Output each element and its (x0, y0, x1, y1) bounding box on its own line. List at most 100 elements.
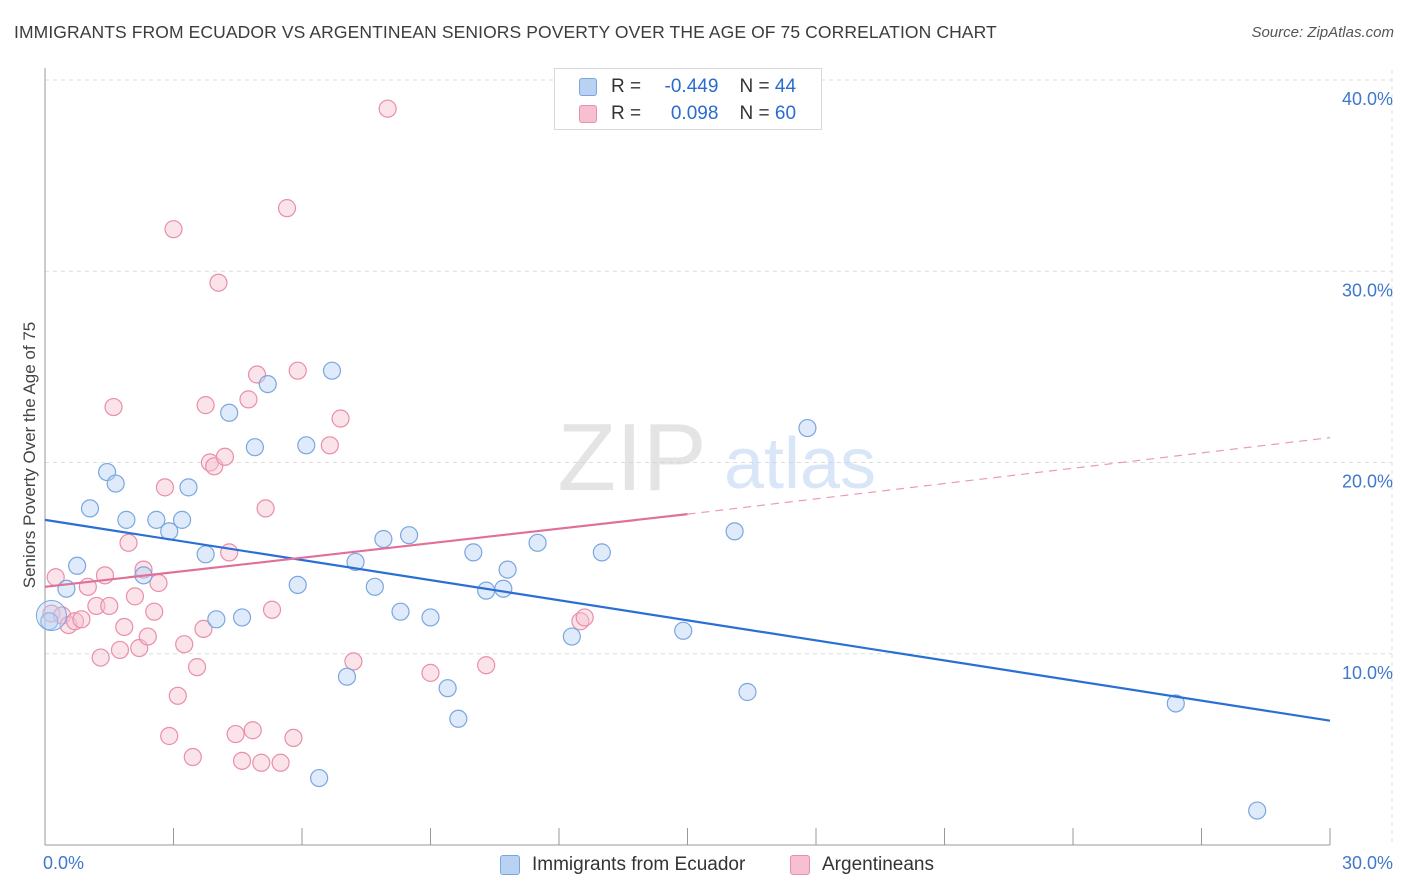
legend-swatch-blue (500, 855, 520, 875)
data-point-ecuador (449, 709, 468, 728)
data-point-argentineans (288, 361, 307, 380)
data-point-ecuador (258, 374, 277, 394)
data-point-ecuador (494, 579, 513, 598)
data-point-ecuador (207, 610, 226, 629)
data-point-ecuador (421, 608, 440, 627)
data-point-ecuador (738, 682, 757, 702)
data-point-argentineans (226, 724, 245, 744)
data-point-ecuador (245, 438, 264, 457)
data-point-ecuador (179, 478, 198, 497)
legend-n-value: 44 (774, 76, 797, 97)
data-point-cluster (35, 600, 67, 631)
data-point-argentineans (378, 99, 397, 118)
data-point-argentineans (271, 753, 290, 772)
data-point-ecuador (172, 510, 192, 529)
watermark-zip: ZIP (557, 404, 706, 511)
data-point-ecuador (322, 361, 342, 380)
data-point-argentineans (220, 543, 239, 562)
legend-r-label: R = (611, 103, 642, 124)
legend-row-argentineans: R = 0.098 N = 60 (579, 103, 796, 125)
data-point-argentineans (477, 656, 496, 675)
source-label: Source: ZipAtlas.com (1251, 24, 1394, 41)
data-point-ecuador (297, 436, 316, 455)
data-point-ecuador (1248, 801, 1267, 820)
watermark: ZIP atlas (557, 404, 876, 511)
data-point-argentineans (232, 751, 252, 770)
data-point-argentineans (277, 199, 297, 218)
data-point-argentineans (145, 602, 164, 621)
data-point-argentineans (119, 533, 138, 552)
data-point-argentineans (104, 397, 123, 417)
tick-labels: 10.0% 20.0% 30.0% 40.0% 0.0% 30.0% (43, 89, 1393, 873)
data-point-ecuador (725, 522, 744, 541)
data-point-argentineans (155, 478, 175, 497)
data-point-ecuador (106, 474, 125, 493)
data-point-argentineans (331, 409, 350, 428)
data-point-argentineans (168, 686, 187, 705)
data-point-argentineans (164, 220, 183, 239)
data-point-argentineans (243, 721, 262, 740)
data-point-argentineans (87, 596, 106, 616)
data-point-ecuador (40, 612, 59, 631)
data-point-ecuador (1166, 694, 1185, 713)
data-point-ecuador (674, 621, 693, 640)
data-point-argentineans (72, 610, 91, 629)
legend-r-value: 0.098 (670, 103, 719, 124)
series-ecuador (35, 361, 1267, 820)
data-point-argentineans (149, 573, 168, 593)
data-point-ecuador (232, 608, 252, 627)
data-point-ecuador (562, 627, 581, 646)
data-point-argentineans (183, 747, 202, 767)
data-point-argentineans (115, 617, 134, 637)
data-point-argentineans (100, 596, 119, 616)
data-point-ecuador (80, 499, 100, 518)
legend-label-argentineans: Argentineans (822, 854, 934, 875)
data-point-argentineans (262, 600, 282, 619)
data-point-ecuador (592, 543, 611, 562)
data-point-argentineans (187, 658, 207, 677)
data-point-argentineans (196, 396, 215, 415)
data-point-argentineans (320, 436, 339, 455)
y-tick-label: 10.0% (1342, 663, 1393, 683)
trend-line-ecuador (44, 518, 1331, 722)
data-point-argentineans (125, 587, 145, 606)
data-point-ecuador (528, 533, 547, 552)
x-tick-label: 0.0% (43, 853, 84, 873)
trend-line-argentineans (44, 513, 688, 588)
data-point-ecuador (117, 510, 136, 529)
data-point-argentineans (239, 390, 258, 409)
legend-label-ecuador: Immigrants from Ecuador (532, 854, 746, 875)
bottom-legend-ecuador[interactable]: Immigrants from Ecuador (500, 852, 745, 878)
data-point-argentineans (194, 619, 213, 638)
data-point-ecuador (399, 526, 419, 545)
legend-n-label: N = (739, 103, 770, 124)
watermark-atlas: atlas (724, 424, 876, 504)
bottom-legend-argentineans[interactable]: Argentineans (790, 852, 934, 878)
data-point-argentineans (175, 635, 194, 654)
data-point-argentineans (344, 652, 363, 671)
data-point-argentineans (138, 627, 157, 646)
trend-line-argentineans-extrapolated (687, 437, 1331, 515)
y-tick-label: 40.0% (1342, 89, 1393, 109)
data-point-ecuador (374, 529, 393, 549)
data-point-argentineans (160, 726, 179, 746)
data-point-argentineans (575, 608, 594, 627)
legend-n-value: 60 (774, 103, 797, 124)
legend-r-value: -0.449 (664, 76, 719, 97)
grid-lines (45, 70, 1393, 845)
correlation-legend: R = -0.449 N = 44 R = 0.098 N = 60 (554, 68, 822, 130)
data-point-ecuador (391, 602, 410, 621)
data-point-ecuador (288, 575, 307, 595)
legend-n-label: N = (739, 76, 770, 97)
data-point-argentineans (134, 560, 153, 579)
data-point-ecuador (346, 552, 365, 572)
data-point-ecuador (798, 418, 817, 438)
legend-swatch-blue (579, 78, 597, 96)
data-point-ecuador (337, 667, 357, 686)
data-point-ecuador (147, 510, 166, 529)
y-tick-label: 20.0% (1342, 472, 1393, 492)
data-point-argentineans (65, 612, 85, 631)
data-point-ecuador (464, 543, 483, 562)
series-argentineans (42, 99, 594, 772)
